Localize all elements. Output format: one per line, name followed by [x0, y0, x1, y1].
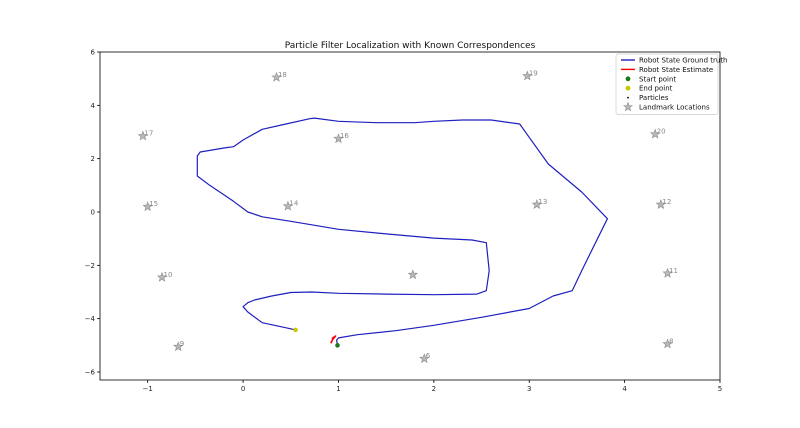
ground-truth-line	[196, 117, 608, 346]
landmark-label: 20	[657, 128, 666, 136]
x-tick-label: 5	[718, 385, 722, 393]
y-tick-label: 0	[91, 209, 95, 217]
landmark-star	[137, 130, 149, 141]
legend-dot-swatch	[625, 85, 631, 91]
landmark-star	[173, 341, 184, 352]
legend-label: Landmark Locations	[639, 104, 710, 112]
landmark-label: 17	[144, 130, 153, 138]
landmark-star	[662, 338, 673, 349]
landmark-label: 6	[426, 352, 431, 360]
landmark-star	[655, 199, 667, 209]
legend-label: Particles	[639, 94, 669, 102]
landmark-label: 19	[529, 70, 538, 78]
landmark-star	[522, 70, 533, 81]
legend-label: Start point	[639, 75, 676, 83]
y-tick-label: 4	[91, 102, 96, 110]
y-tick-label: −4	[85, 315, 96, 323]
estimate-line	[330, 335, 337, 344]
legend-particle-swatch	[627, 96, 629, 99]
x-tick-label: 2	[432, 385, 436, 393]
landmark-star	[333, 133, 344, 144]
end-point-marker	[293, 327, 298, 333]
landmark-star	[662, 267, 673, 278]
chart-title: Particle Filter Localization with Known …	[285, 41, 536, 51]
legend-label: End point	[639, 85, 673, 93]
landmark-label: 18	[278, 71, 287, 79]
y-tick-label: 6	[91, 49, 96, 57]
landmark-star	[419, 353, 430, 364]
legend-star-swatch	[623, 101, 633, 112]
plot-area: 6 8 9 10 11 12 13 14 15 16 17 18 19 20	[137, 70, 678, 364]
landmark-star	[142, 201, 153, 212]
legend-dot-swatch	[625, 76, 631, 82]
y-tick-label: −2	[85, 262, 95, 270]
x-tick-label: 0	[241, 385, 245, 393]
legend-box	[615, 53, 719, 115]
start-point-marker	[335, 343, 340, 348]
y-tick-label: 2	[91, 155, 95, 163]
landmark-star	[531, 199, 543, 209]
landmark-label: 12	[662, 198, 671, 206]
x-tick-label: 1	[336, 385, 340, 393]
legend-label: Robot State Estimate	[639, 66, 713, 74]
x-tick-label: 4	[622, 385, 627, 393]
legend-label: Robot State Ground truth	[639, 57, 728, 65]
landmark-star	[649, 128, 661, 139]
landmark-star	[407, 269, 419, 280]
landmark-label: 16	[340, 132, 349, 140]
landmark-label: 10	[164, 271, 173, 279]
landmark-label: 9	[180, 340, 184, 348]
plot-frame	[99, 51, 721, 381]
landmark-label: 11	[669, 267, 678, 275]
x-tick-label: 3	[527, 385, 531, 393]
landmark-label: 14	[289, 200, 298, 208]
landmark-star	[156, 271, 168, 282]
landmark-label: 8	[669, 338, 673, 346]
y-tick-label: −6	[85, 369, 96, 377]
landmark-star	[282, 200, 294, 211]
landmark-label: 13	[538, 198, 547, 206]
landmark-star	[271, 71, 282, 82]
landmark-label: 15	[149, 200, 158, 208]
x-tick-label: −1	[143, 385, 153, 393]
